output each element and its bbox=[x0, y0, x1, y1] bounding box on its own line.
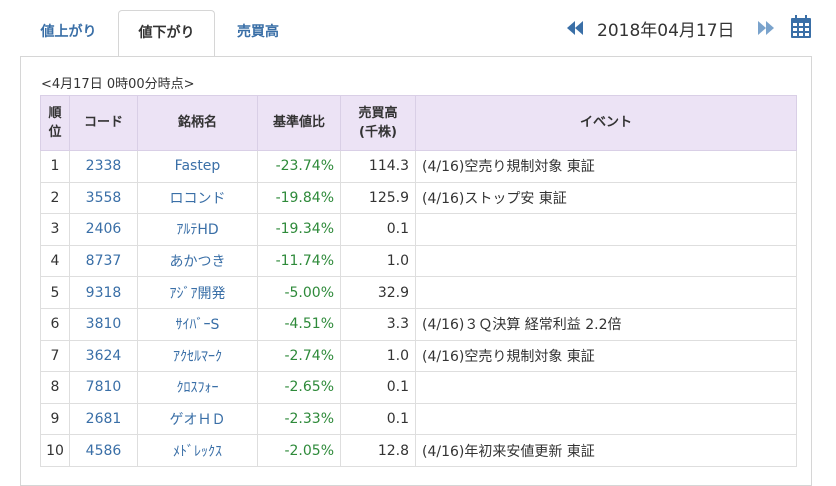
tab-losers[interactable]: 値下がり bbox=[118, 10, 215, 57]
code-link[interactable]: 9318 bbox=[69, 276, 138, 309]
stock-name-link[interactable]: ｱｸｾﾙﾏｰｸ bbox=[137, 339, 258, 373]
volume-cell: 3.3 bbox=[340, 307, 416, 341]
current-date: 2018年04月17日 bbox=[597, 21, 735, 41]
double-right-icon bbox=[758, 21, 774, 35]
change-cell: -19.34% bbox=[257, 213, 341, 246]
volume-cell: 32.9 bbox=[340, 276, 416, 309]
rank-cell: 8 bbox=[40, 371, 70, 404]
volume-cell: 12.8 bbox=[340, 434, 416, 467]
stock-name-link[interactable]: ｻｲﾊﾞｰS bbox=[137, 307, 258, 341]
volume-cell: 114.3 bbox=[340, 150, 416, 183]
calendar-button[interactable] bbox=[790, 15, 812, 39]
change-cell: -19.84% bbox=[257, 181, 341, 215]
rank-cell: 4 bbox=[40, 244, 70, 278]
change-cell: -2.65% bbox=[257, 371, 341, 404]
change-cell: -23.74% bbox=[257, 150, 341, 183]
code-link[interactable]: 7810 bbox=[69, 371, 138, 404]
previous-day-button[interactable] bbox=[565, 14, 585, 42]
change-cell: -2.33% bbox=[257, 402, 341, 436]
event-cell: (4/16)年初来安値更新 東証 bbox=[415, 434, 797, 467]
header-code: コード bbox=[69, 95, 138, 151]
event-cell bbox=[415, 402, 797, 436]
code-link[interactable]: 3810 bbox=[69, 307, 138, 341]
rank-cell: 5 bbox=[40, 276, 70, 309]
stock-name-link[interactable]: ロコンド bbox=[137, 181, 258, 215]
table-row: 2 3558 ロコンド -19.84% 125.9 (4/16)ストップ安 東証 bbox=[40, 181, 797, 215]
stock-name-link[interactable]: ﾒﾄﾞﾚｯｸｽ bbox=[137, 434, 258, 467]
rank-cell: 6 bbox=[40, 307, 70, 341]
code-link[interactable]: 3624 bbox=[69, 339, 138, 373]
tab-gainers[interactable]: 値上がり bbox=[40, 24, 97, 40]
code-link[interactable]: 2338 bbox=[69, 150, 138, 183]
stock-name-link[interactable]: ゲオＨＤ bbox=[137, 402, 258, 436]
rank-cell: 1 bbox=[40, 150, 70, 183]
stock-name-link[interactable]: ｱｼﾞｱ開発 bbox=[137, 276, 258, 309]
calendar-icon bbox=[791, 15, 811, 38]
stock-name-link[interactable]: ｸﾛｽﾌｫｰ bbox=[137, 371, 258, 404]
table-row: 8 7810 ｸﾛｽﾌｫｰ -2.65% 0.1 bbox=[40, 371, 797, 404]
event-cell: (4/16)ストップ安 東証 bbox=[415, 181, 797, 215]
table-row: 4 8737 あかつき -11.74% 1.0 bbox=[40, 244, 797, 278]
table-header-row: 順位 コード 銘柄名 基準値比 売買高 (千株) イベント bbox=[40, 95, 797, 151]
table-row: 9 2681 ゲオＨＤ -2.33% 0.1 bbox=[40, 402, 797, 436]
table-row: 6 3810 ｻｲﾊﾞｰS -4.51% 3.3 (4/16)３Ｑ決算 経常利益… bbox=[40, 307, 797, 341]
double-left-icon bbox=[567, 21, 583, 35]
change-cell: -4.51% bbox=[257, 307, 341, 341]
volume-cell: 0.1 bbox=[340, 213, 416, 246]
event-cell bbox=[415, 244, 797, 278]
rank-cell: 2 bbox=[40, 181, 70, 215]
change-cell: -11.74% bbox=[257, 244, 341, 278]
rank-cell: 7 bbox=[40, 339, 70, 373]
stock-name-link[interactable]: あかつき bbox=[137, 244, 258, 278]
header-event: イベント bbox=[415, 95, 797, 151]
rank-cell: 9 bbox=[40, 402, 70, 436]
stock-name-link[interactable]: ｱﾙﾃHD bbox=[137, 213, 258, 246]
code-link[interactable]: 2681 bbox=[69, 402, 138, 436]
volume-cell: 1.0 bbox=[340, 244, 416, 278]
code-link[interactable]: 8737 bbox=[69, 244, 138, 278]
header-name: 銘柄名 bbox=[137, 95, 258, 151]
tab-volume[interactable]: 売買高 bbox=[237, 24, 279, 40]
header-rank: 順位 bbox=[40, 95, 70, 151]
code-link[interactable]: 3558 bbox=[69, 181, 138, 215]
event-cell bbox=[415, 276, 797, 309]
code-link[interactable]: 4586 bbox=[69, 434, 138, 467]
event-cell: (4/16)空売り規制対象 東証 bbox=[415, 339, 797, 373]
ranking-panel: <4月17日 0時00分時点> 順位 コード 銘柄名 基準値比 売買高 (千株) … bbox=[20, 56, 812, 486]
header-change: 基準値比 bbox=[257, 95, 341, 151]
change-cell: -2.74% bbox=[257, 339, 341, 373]
stock-name-link[interactable]: Fastep bbox=[137, 150, 258, 183]
code-link[interactable]: 2406 bbox=[69, 213, 138, 246]
table-row: 10 4586 ﾒﾄﾞﾚｯｸｽ -2.05% 12.8 (4/16)年初来安値更… bbox=[40, 434, 797, 467]
timestamp: <4月17日 0時00分時点> bbox=[41, 77, 195, 92]
next-day-button[interactable] bbox=[756, 14, 776, 42]
volume-cell: 125.9 bbox=[340, 181, 416, 215]
event-cell bbox=[415, 371, 797, 404]
event-cell: (4/16)３Ｑ決算 経常利益 2.2倍 bbox=[415, 307, 797, 341]
change-cell: -5.00% bbox=[257, 276, 341, 309]
table-row: 7 3624 ｱｸｾﾙﾏｰｸ -2.74% 1.0 (4/16)空売り規制対象 … bbox=[40, 339, 797, 373]
header-volume: 売買高 (千株) bbox=[340, 95, 416, 151]
table-row: 5 9318 ｱｼﾞｱ開発 -5.00% 32.9 bbox=[40, 276, 797, 309]
rank-cell: 3 bbox=[40, 213, 70, 246]
top-bar: 値上がり 値下がり 売買高 2018年04月17日 bbox=[0, 0, 836, 57]
change-cell: -2.05% bbox=[257, 434, 341, 467]
volume-cell: 0.1 bbox=[340, 371, 416, 404]
rank-cell: 10 bbox=[40, 434, 70, 467]
table-row: 1 2338 Fastep -23.74% 114.3 (4/16)空売り規制対… bbox=[40, 150, 797, 183]
volume-cell: 1.0 bbox=[340, 339, 416, 373]
event-cell: (4/16)空売り規制対象 東証 bbox=[415, 150, 797, 183]
table-row: 3 2406 ｱﾙﾃHD -19.34% 0.1 bbox=[40, 213, 797, 246]
ranking-table: 順位 コード 銘柄名 基準値比 売買高 (千株) イベント 1 2338 Fast… bbox=[40, 95, 797, 467]
volume-cell: 0.1 bbox=[340, 402, 416, 436]
event-cell bbox=[415, 213, 797, 246]
